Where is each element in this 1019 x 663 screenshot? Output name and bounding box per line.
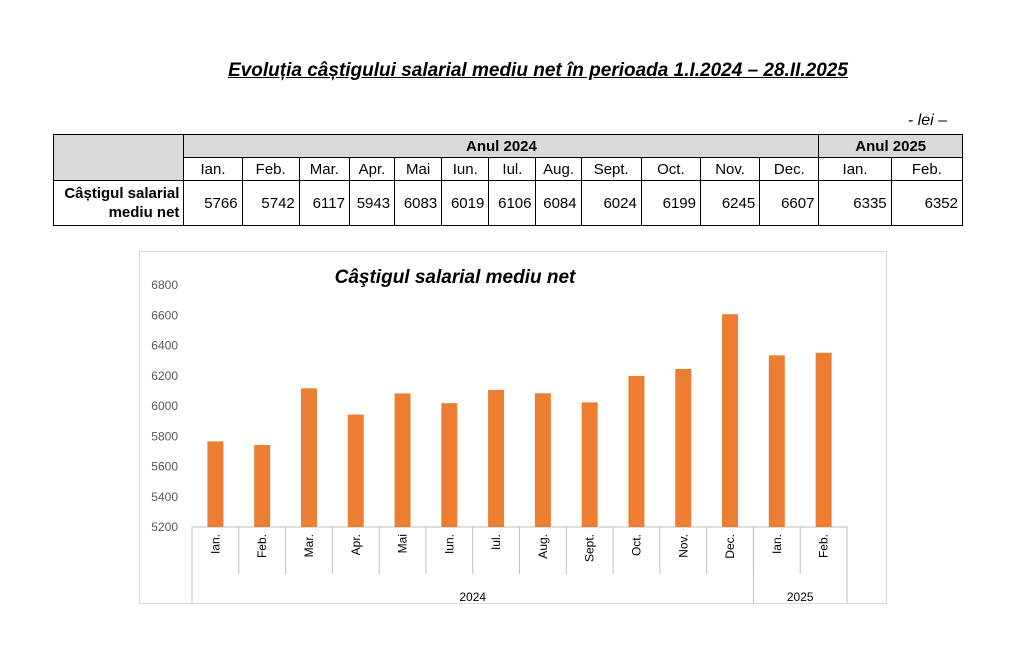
- bar: [254, 445, 271, 527]
- bar: [488, 389, 505, 527]
- x-tick-label: Feb.: [255, 534, 269, 558]
- year-header-2024: Anul 2024: [183, 134, 820, 158]
- month-header: Feb.: [241, 157, 300, 181]
- chart-area: Câştigul salarial mediu net 5200 5400 5600 5…: [139, 251, 887, 604]
- unit-label: - lei –: [907, 112, 947, 129]
- value-cell: 6335: [818, 180, 892, 226]
- x-tick-label: Ian.: [770, 534, 784, 554]
- value-cell: 5742: [241, 180, 300, 226]
- month-header: Aug.: [535, 157, 582, 181]
- value-cell: 6084: [535, 180, 582, 226]
- month-header: Ian.: [183, 157, 243, 181]
- value-cell: 6117: [298, 180, 350, 226]
- y-tick-label: 6800: [151, 278, 178, 292]
- group-label: 2024: [459, 590, 486, 603]
- value-row: Câștigul salarial mediu net 5766 5742 6117…: [52, 180, 964, 226]
- salary-bar-chart: Câştigul salarial mediu net 5200 5400 5600 5…: [151, 267, 848, 604]
- salary-table: Anul 2024 Anul 2025 Ian. Feb. Mar. Apr. Mai I…: [52, 134, 964, 226]
- bar: [768, 355, 785, 527]
- row-label-line1: Câștigul salarial: [64, 185, 180, 202]
- row-label-line2: mediu net: [108, 204, 180, 221]
- month-header: Sept.: [580, 157, 642, 181]
- chart-title: Câştigul salarial mediu net: [335, 267, 576, 288]
- bar: [534, 393, 551, 527]
- year-header-row: Anul 2024 Anul 2025: [52, 134, 963, 181]
- x-tick-label: Iun.: [442, 534, 456, 554]
- month-header: Apr.: [348, 157, 396, 181]
- bar: [675, 368, 692, 527]
- month-header: Oct.: [640, 157, 702, 181]
- month-header: Iul.: [488, 157, 537, 181]
- bar: [347, 414, 364, 527]
- x-tick-label: Oct.: [629, 534, 643, 556]
- y-tick-label: 5200: [151, 520, 178, 534]
- bar: [441, 403, 458, 527]
- bar: [722, 314, 739, 527]
- x-tick-label: Ian.: [208, 534, 222, 554]
- month-header: Iun.: [441, 157, 490, 181]
- group-label: 2025: [787, 590, 814, 603]
- page-title: Evoluția câștigului salarial mediu net î…: [228, 60, 848, 81]
- value-cell: 6019: [441, 180, 490, 226]
- x-tick-label: Mai: [396, 534, 410, 553]
- bar: [207, 441, 224, 527]
- y-tick-label: 6200: [151, 369, 178, 383]
- x-tick-label: Iul.: [489, 534, 503, 550]
- month-header: Mar.: [298, 157, 350, 181]
- bar: [628, 375, 645, 527]
- value-cell: 6607: [759, 180, 820, 226]
- bar: [300, 388, 317, 527]
- y-tick-label: 5600: [151, 460, 178, 474]
- month-header: Feb.: [890, 157, 964, 181]
- month-header-row: Ian. Feb. Mar. Apr. Mai Iun. Iul. Aug. Sept. Oct.…: [54, 157, 964, 181]
- value-cell: 6024: [580, 180, 642, 226]
- x-tick-label: Sept.: [583, 534, 597, 562]
- value-cell: 6083: [394, 180, 443, 226]
- x-tick-label: Nov.: [676, 534, 690, 558]
- value-cell: 6352: [890, 180, 964, 226]
- x-tick-label: Dec.: [723, 534, 737, 559]
- year-header-2025: Anul 2025: [818, 134, 963, 158]
- y-tick-label: 6600: [151, 308, 178, 322]
- x-tick-label: Feb.: [817, 534, 831, 558]
- y-tick-label: 6400: [151, 339, 178, 353]
- y-tick-label: 6000: [151, 399, 178, 413]
- value-cell: 5943: [348, 180, 396, 226]
- y-tick-label: 5800: [151, 429, 178, 443]
- month-header: Dec.: [759, 157, 820, 181]
- x-tick-label: Aug.: [536, 534, 550, 559]
- x-tick-label: Mar.: [302, 534, 316, 557]
- month-header: Ian.: [818, 157, 892, 181]
- value-cell: 5766: [183, 180, 243, 226]
- value-cell: 6106: [488, 180, 537, 226]
- bar: [815, 352, 832, 527]
- bar: [581, 402, 598, 527]
- month-header: Nov.: [699, 157, 761, 181]
- y-tick-label: 5400: [151, 490, 178, 504]
- table-corner: [52, 134, 185, 181]
- value-cell: 6245: [699, 180, 761, 226]
- row-label: Câștigul salarial mediu net: [52, 180, 185, 226]
- month-header: Mai: [394, 157, 443, 181]
- bar: [394, 393, 411, 527]
- x-tick-label: Apr.: [349, 534, 363, 555]
- value-cell: 6199: [640, 180, 702, 226]
